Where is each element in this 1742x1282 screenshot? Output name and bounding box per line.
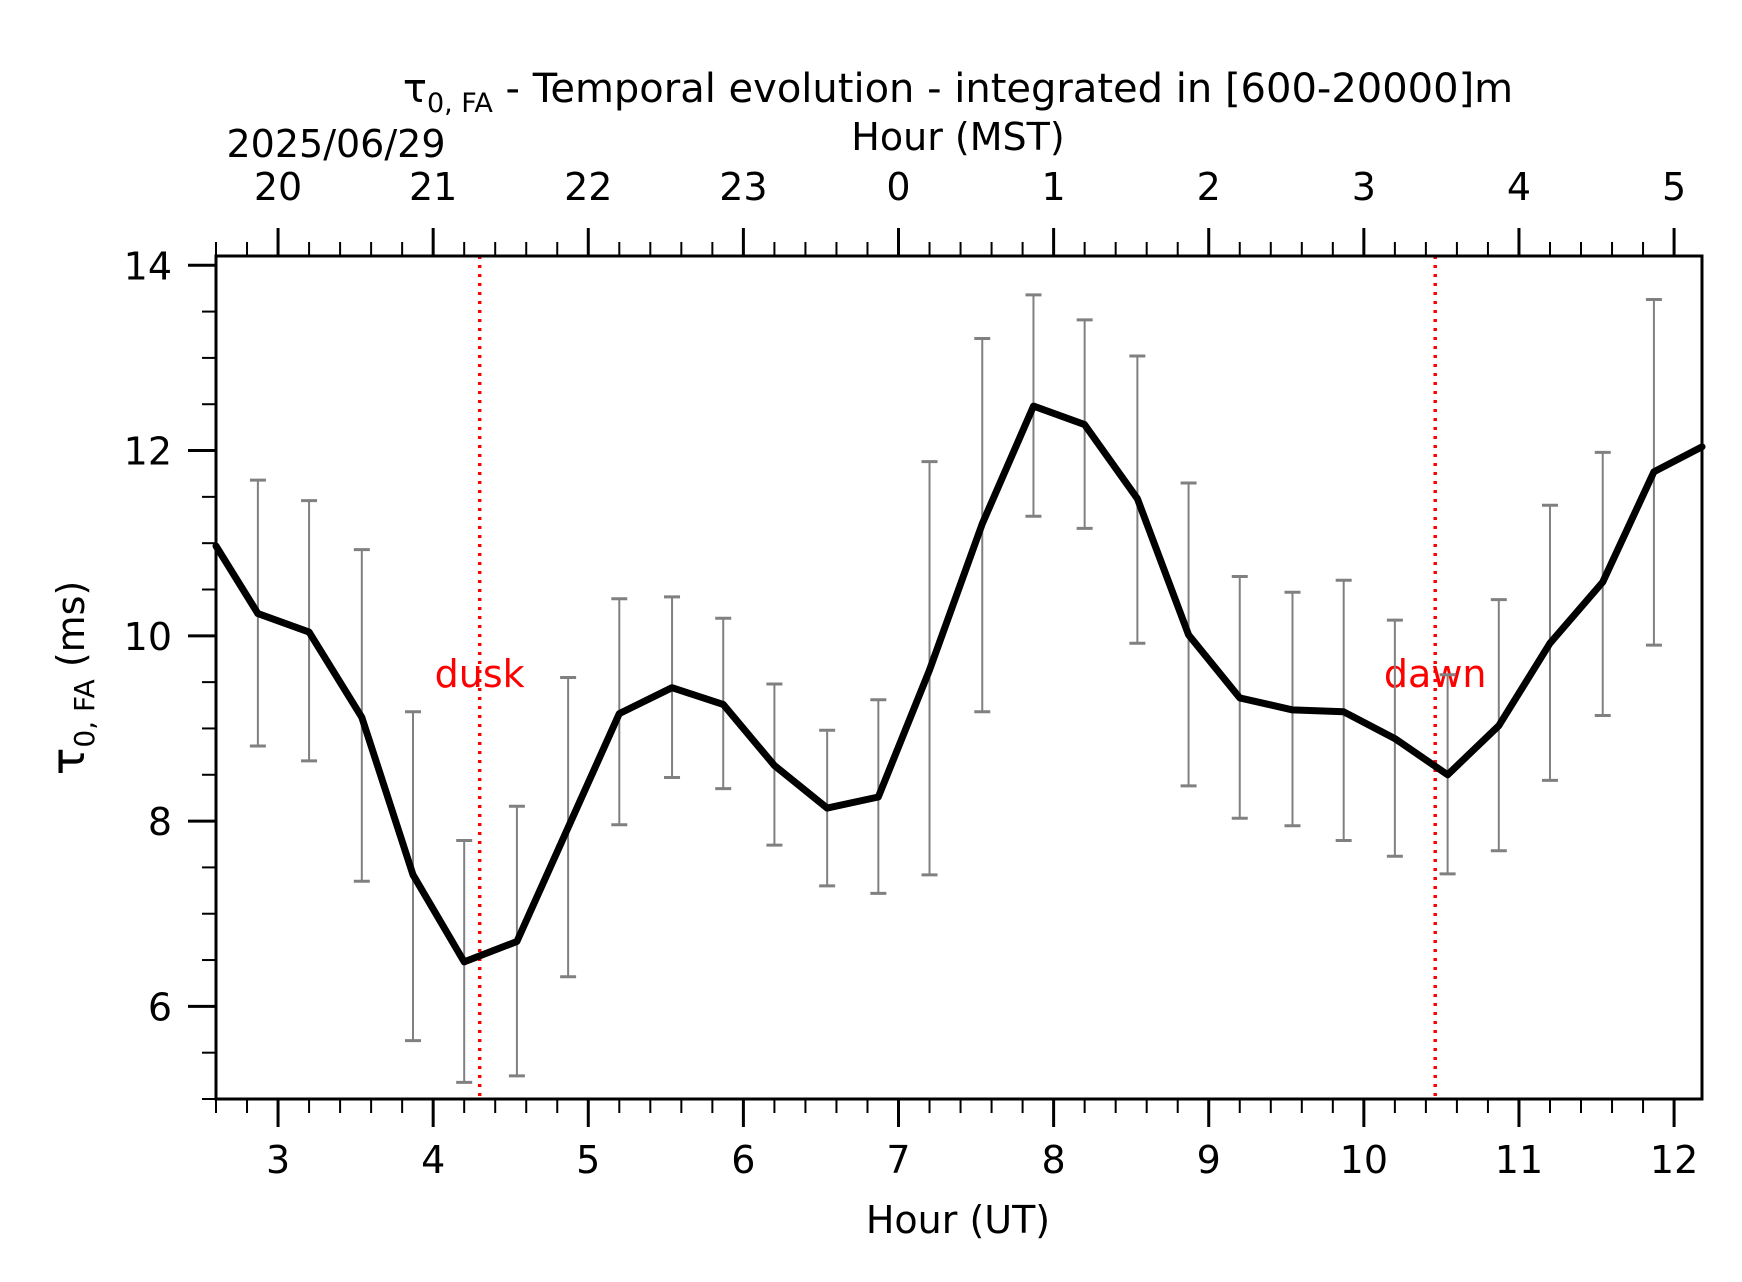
ylabel-rest: (ms): [49, 581, 93, 680]
top-tick-label: 3: [1352, 165, 1376, 209]
top-tick-label: 2: [1197, 165, 1221, 209]
top-tick-label: 22: [564, 165, 612, 209]
x-tick-label: 10: [1340, 1138, 1388, 1182]
plot-frame: [214, 254, 1704, 1101]
top-tick-label: 0: [886, 165, 910, 209]
title-subscript: 0, FA: [427, 88, 493, 119]
y-tick-label: 12: [124, 430, 172, 474]
title-rest: - Temporal evolution - integrated in [60…: [493, 66, 1513, 112]
x-tick-label: 12: [1650, 1138, 1698, 1182]
date-label: 2025/06/29: [226, 122, 445, 166]
x-tick-label: 5: [576, 1138, 600, 1182]
series-line: [212, 402, 1706, 966]
chart-title: τ0, FA - Temporal evolution - integrated…: [403, 66, 1513, 119]
series-lines: [212, 402, 1706, 966]
y-axis-label: τ0, FA (ms): [41, 581, 101, 776]
x-tick-label: 3: [266, 1138, 290, 1182]
y-tick-label: 14: [124, 244, 172, 288]
y-tick-label: 8: [148, 800, 172, 844]
top-tick-label: 5: [1662, 165, 1686, 209]
ylabel-symbol: τ: [41, 748, 95, 776]
top-tick-label: 20: [254, 165, 302, 209]
title-symbol: τ: [403, 66, 427, 112]
top-tick-label: 23: [719, 165, 767, 209]
x-tick-label: 9: [1197, 1138, 1221, 1182]
top-tick-label: 4: [1507, 165, 1531, 209]
y-tick-label: 6: [148, 985, 172, 1029]
x-tick-label: 8: [1042, 1138, 1066, 1182]
x-tick-label: 11: [1495, 1138, 1543, 1182]
x-tick-label: 6: [731, 1138, 755, 1182]
top-tick-label: 21: [409, 165, 457, 209]
top-tick-label: 1: [1042, 165, 1066, 209]
ylabel-subscript: 0, FA: [68, 679, 101, 747]
marker-label: dawn: [1384, 652, 1487, 696]
marker-label: dusk: [435, 652, 525, 696]
x-axis-label: Hour (UT): [866, 1198, 1050, 1242]
y-tick-label: 10: [124, 615, 172, 659]
x-tick-label: 4: [421, 1138, 445, 1182]
x-tick-label: 7: [886, 1138, 910, 1182]
top-axis-label: Hour (MST): [851, 115, 1064, 159]
